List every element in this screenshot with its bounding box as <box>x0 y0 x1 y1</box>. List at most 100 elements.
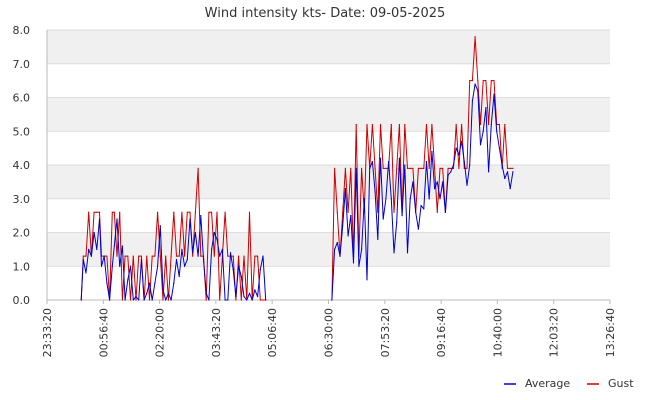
data-point-average <box>439 198 441 200</box>
grid-band <box>47 30 610 64</box>
data-point-average <box>390 198 392 200</box>
data-point-average <box>496 130 498 132</box>
data-point-gust <box>493 80 495 82</box>
data-point-average <box>488 171 490 173</box>
data-point-gust <box>474 36 476 38</box>
data-point-gust <box>235 299 237 301</box>
data-point-gust <box>119 211 121 213</box>
data-point-average <box>336 242 338 244</box>
x-tick-label: 06:30:00 <box>323 308 336 357</box>
data-point-average <box>262 255 264 257</box>
data-point-average <box>103 255 105 257</box>
data-point-gust <box>393 211 395 213</box>
data-point-gust <box>200 255 202 257</box>
data-point-average <box>436 181 438 183</box>
data-point-average <box>224 299 226 301</box>
data-point-gust <box>366 123 368 126</box>
data-point-average <box>106 282 108 284</box>
data-point-average <box>219 255 221 257</box>
data-point-average <box>259 269 261 271</box>
data-point-average <box>347 235 349 237</box>
data-point-average <box>344 188 346 190</box>
x-tick-label: 09:16:40 <box>435 308 448 357</box>
data-point-average <box>167 292 169 294</box>
data-point-gust <box>471 80 474 82</box>
data-point-gust <box>436 211 438 213</box>
data-point-average <box>162 289 164 291</box>
data-point-gust <box>420 167 422 169</box>
data-point-average <box>366 279 368 281</box>
data-point-gust <box>466 167 468 169</box>
x-tick-label: 13:26:40 <box>604 308 617 357</box>
data-point-average <box>412 181 414 183</box>
data-point-gust <box>460 123 463 126</box>
data-point-average <box>143 299 145 301</box>
x-tick-label: 02:20:00 <box>154 308 167 357</box>
data-point-gust <box>509 167 511 169</box>
data-point-gust <box>385 167 387 169</box>
data-point-gust <box>458 167 460 169</box>
data-point-average <box>423 208 425 210</box>
data-point-gust <box>175 255 178 257</box>
data-point-average <box>482 130 484 132</box>
data-point-average <box>183 265 186 267</box>
data-point-average <box>333 248 336 250</box>
data-point-average <box>154 282 156 284</box>
data-point-average <box>232 269 234 271</box>
data-point-average <box>194 231 197 234</box>
data-point-gust <box>455 123 457 126</box>
grid-band <box>47 97 610 132</box>
data-point-gust <box>382 167 384 169</box>
data-point-gust <box>409 167 411 169</box>
data-point-average <box>385 198 387 200</box>
data-point-average <box>246 299 248 301</box>
data-point-gust <box>93 211 95 213</box>
data-point-average <box>140 258 142 261</box>
data-point-gust <box>121 299 124 301</box>
data-point-gust <box>183 255 186 257</box>
data-point-gust <box>417 167 419 169</box>
data-point-average <box>100 265 103 267</box>
y-tick-label: 6.0 <box>13 92 31 105</box>
data-point-average <box>213 231 215 234</box>
data-point-gust <box>488 123 490 126</box>
data-point-average <box>377 238 379 240</box>
data-point-gust <box>213 255 215 257</box>
data-point-gust <box>350 167 352 169</box>
data-point-gust <box>396 167 398 169</box>
data-point-gust <box>423 167 425 169</box>
data-point-gust <box>469 80 471 82</box>
data-point-gust <box>490 80 492 82</box>
data-point-gust <box>498 123 501 126</box>
data-point-average <box>490 123 492 126</box>
data-point-average <box>382 218 384 220</box>
data-point-gust <box>159 255 161 257</box>
data-point-gust <box>82 255 84 257</box>
data-point-average <box>501 164 503 166</box>
x-tick-label: 10:40:00 <box>491 308 504 357</box>
data-point-gust <box>479 123 482 126</box>
data-point-gust <box>485 80 487 82</box>
data-point-average <box>458 154 460 156</box>
data-point-gust <box>156 211 159 213</box>
x-tick-label: 00:56:40 <box>97 308 110 357</box>
legend-label-average: Average <box>525 377 570 390</box>
data-point-average <box>428 198 430 200</box>
data-point-average <box>404 164 406 166</box>
data-point-gust <box>129 299 132 301</box>
data-point-average <box>200 215 202 217</box>
data-point-average <box>221 248 224 250</box>
data-point-gust <box>154 255 156 257</box>
data-point-average <box>388 161 390 163</box>
data-point-gust <box>504 123 506 126</box>
data-point-gust <box>216 211 218 213</box>
data-point-gust <box>140 255 142 257</box>
data-point-average <box>358 265 360 267</box>
grid-band <box>47 165 610 199</box>
x-tick-label: 23:33:20 <box>41 308 54 357</box>
data-point-average <box>248 292 251 294</box>
data-point-average <box>433 188 436 190</box>
data-point-average <box>431 150 433 153</box>
data-point-average <box>409 198 411 200</box>
data-point-average <box>111 265 113 267</box>
